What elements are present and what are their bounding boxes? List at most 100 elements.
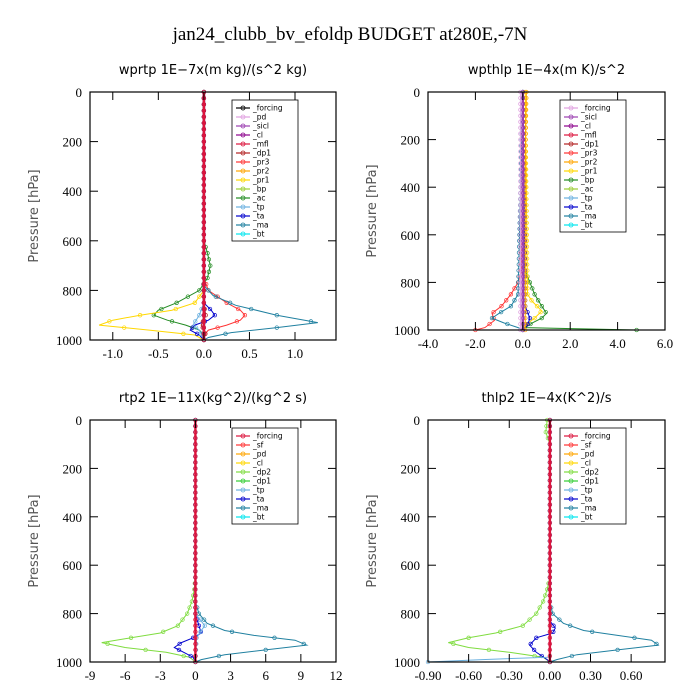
legend-label: _pr3 bbox=[252, 158, 270, 167]
series-marker bbox=[520, 185, 525, 190]
series-marker bbox=[201, 133, 207, 138]
series-marker bbox=[263, 647, 268, 653]
series-marker bbox=[547, 635, 553, 640]
legend-label: _cl bbox=[580, 122, 591, 131]
series-marker bbox=[518, 232, 523, 237]
series-marker bbox=[274, 325, 279, 330]
legend-marker bbox=[240, 442, 246, 448]
x-tick-label: 3 bbox=[227, 668, 234, 683]
legend-marker bbox=[568, 442, 574, 448]
series-marker bbox=[547, 617, 553, 622]
legend-marker bbox=[568, 478, 574, 484]
series-line-4 bbox=[427, 420, 551, 663]
series-marker bbox=[518, 309, 523, 315]
legend-label: _ac bbox=[252, 194, 265, 203]
legend-label: _forcing bbox=[580, 104, 611, 113]
series-marker bbox=[542, 593, 548, 598]
series-marker bbox=[193, 496, 198, 501]
series-marker bbox=[547, 526, 553, 532]
x-tick-label: 6 bbox=[262, 668, 269, 683]
x-tick-label: 6.0 bbox=[657, 336, 673, 351]
series-marker bbox=[193, 635, 198, 640]
series-marker bbox=[193, 563, 198, 568]
series-marker bbox=[487, 321, 492, 327]
y-tick-label: 1000 bbox=[56, 655, 82, 670]
series-marker bbox=[201, 102, 207, 107]
series-marker bbox=[272, 635, 277, 640]
series-marker bbox=[518, 244, 523, 249]
x-tick-label: -2.0 bbox=[465, 336, 486, 351]
series-marker bbox=[213, 294, 218, 299]
series-marker bbox=[547, 454, 553, 459]
series-marker bbox=[518, 220, 523, 226]
series-marker bbox=[193, 502, 198, 507]
legend: _forcing_sf_pd_cl_dp2_dp1_tp_ta_ma_bt bbox=[559, 427, 627, 525]
legend-label: _bp bbox=[252, 185, 267, 194]
plot-frame bbox=[89, 419, 337, 663]
series-marker bbox=[547, 460, 553, 465]
legend-marker bbox=[240, 105, 246, 111]
x-tick-label: 2.0 bbox=[562, 336, 578, 351]
series-marker bbox=[181, 653, 186, 659]
series-marker bbox=[486, 647, 492, 653]
x-tick-label: 9 bbox=[298, 668, 305, 683]
legend-marker bbox=[240, 132, 246, 138]
series-marker bbox=[201, 170, 207, 175]
series-marker bbox=[518, 250, 523, 255]
series-marker bbox=[518, 155, 523, 160]
legend-marker bbox=[568, 469, 574, 475]
series-marker bbox=[557, 617, 562, 622]
series-marker bbox=[169, 319, 175, 324]
legend-label: _dp1 bbox=[580, 477, 599, 486]
series-marker bbox=[518, 286, 523, 291]
series-marker bbox=[193, 514, 198, 519]
series-line-1 bbox=[448, 419, 551, 663]
series-marker bbox=[547, 629, 553, 634]
y-tick-label: 200 bbox=[63, 135, 83, 150]
series-marker bbox=[518, 238, 523, 243]
series-marker bbox=[193, 484, 198, 489]
legend-label: _pr2 bbox=[580, 158, 598, 167]
series-marker bbox=[193, 575, 198, 580]
legend-label: _ta bbox=[252, 212, 264, 221]
series-marker bbox=[201, 201, 207, 206]
y-tick-label: 1000 bbox=[56, 333, 82, 348]
y-tick-label: 1000 bbox=[394, 323, 420, 338]
y-tick-label: 600 bbox=[63, 234, 83, 249]
series-marker bbox=[201, 617, 207, 622]
series-marker bbox=[520, 107, 525, 112]
legend-marker bbox=[240, 460, 246, 466]
series-marker bbox=[176, 647, 182, 653]
series-marker bbox=[520, 113, 525, 118]
x-tick-label: 12 bbox=[330, 668, 343, 683]
series-marker bbox=[547, 490, 553, 495]
series-marker bbox=[193, 617, 198, 622]
y-tick-label: 0 bbox=[414, 85, 421, 100]
legend-marker bbox=[568, 222, 574, 228]
series-marker bbox=[201, 139, 207, 144]
legend-marker bbox=[240, 204, 246, 210]
series-marker bbox=[185, 611, 190, 616]
x-tick-label: 0.00 bbox=[539, 668, 562, 683]
series-marker bbox=[547, 520, 553, 526]
legend-label: _bt bbox=[580, 513, 593, 522]
series-marker bbox=[520, 149, 525, 154]
series-marker bbox=[197, 617, 203, 622]
legend-label: _ma bbox=[252, 221, 269, 230]
series-marker bbox=[193, 526, 198, 532]
series-marker bbox=[520, 161, 525, 166]
series-marker bbox=[518, 292, 523, 297]
plot-frame bbox=[89, 91, 337, 341]
legend-marker bbox=[568, 460, 574, 466]
series-marker bbox=[201, 232, 207, 237]
series-marker bbox=[201, 251, 207, 256]
x-tick-label: -0.30 bbox=[496, 668, 523, 683]
legend: _forcing_sicl_cl_mfl_dp1_pr3_pr2_pr1_bp_… bbox=[559, 99, 627, 233]
series-marker bbox=[520, 179, 525, 184]
series-marker bbox=[547, 550, 553, 556]
series-marker bbox=[527, 617, 532, 622]
series-marker bbox=[201, 176, 207, 181]
series-marker bbox=[547, 472, 553, 477]
series-marker bbox=[518, 173, 523, 178]
series-marker bbox=[197, 294, 202, 299]
